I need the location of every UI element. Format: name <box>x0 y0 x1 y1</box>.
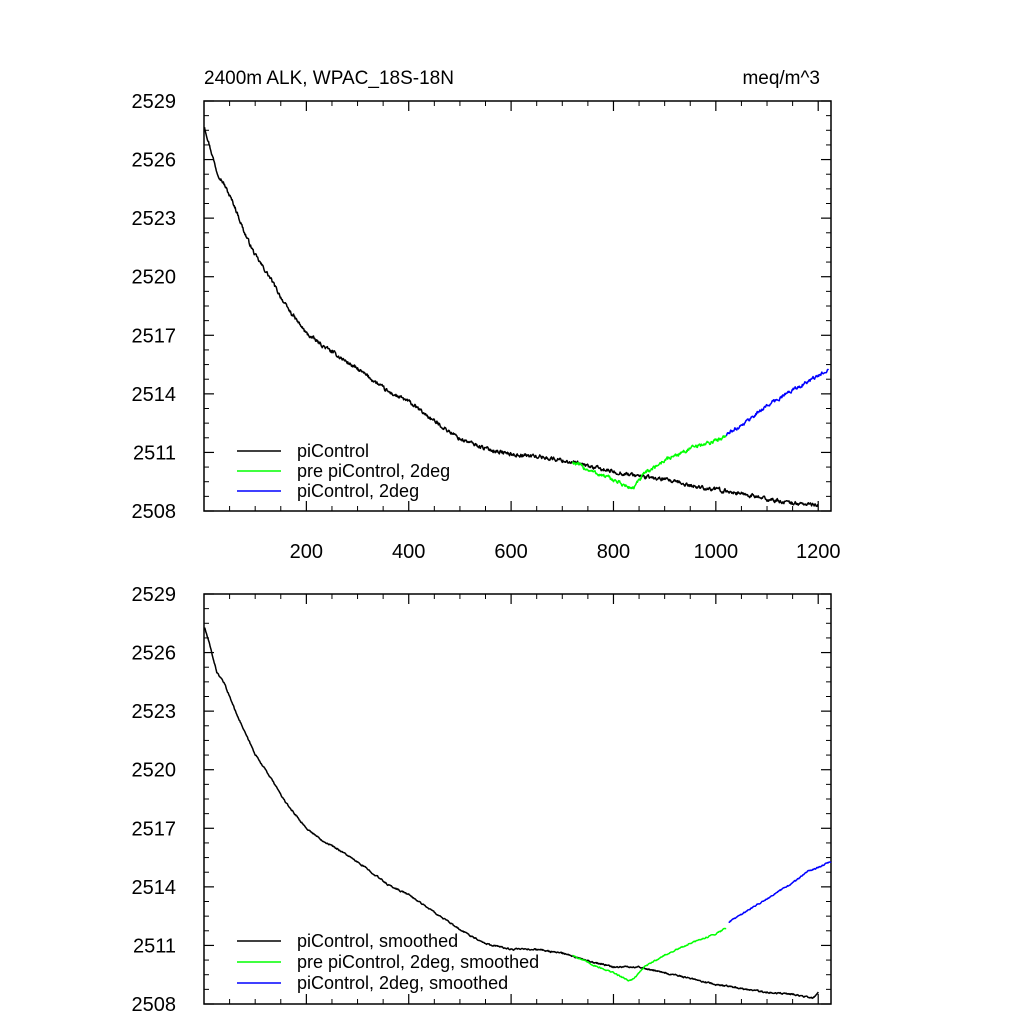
y-tick-label: 2526 <box>132 643 177 665</box>
y-tick-label: 2520 <box>132 267 177 289</box>
units-label: meq/m^3 <box>742 68 820 89</box>
y-tick-label: 2523 <box>132 208 177 230</box>
y-tick-labels: 2508 2511 2514 2517 2520 2523 2526 2529 <box>132 91 177 523</box>
series-line-picontrol-smoothed <box>203 627 819 1000</box>
y-tick-label: 2514 <box>132 877 177 899</box>
legend-label-pre-picontrol-2deg-smoothed: pre piControl, 2deg, smoothed <box>297 952 539 972</box>
series-layer <box>203 126 830 508</box>
panel-top: 2400m ALK, WPAC_18S-18N meq/m^3 2508 2511… <box>132 68 841 563</box>
y-tick-label: 2508 <box>132 994 177 1016</box>
series-line-pre-picontrol-2deg <box>571 435 727 490</box>
x-tick-label: 400 <box>392 541 425 563</box>
legend-label-picontrol-2deg: piControl, 2deg <box>297 481 419 501</box>
legend: piControl pre piControl, 2deg piControl,… <box>237 441 450 501</box>
series-line-picontrol-2deg-smoothed <box>728 861 832 923</box>
legend-label-pre-picontrol-2deg: pre piControl, 2deg <box>297 461 450 481</box>
y-tick-label: 2511 <box>133 935 176 957</box>
series-line-pre-picontrol-2deg-smoothed <box>572 927 727 982</box>
y-tick-labels: 2508 2511 2514 2517 2520 2523 2526 2529 <box>132 584 177 1016</box>
legend-label-picontrol-smoothed: piControl, smoothed <box>297 931 458 951</box>
chart-title: 2400m ALK, WPAC_18S-18N <box>204 68 454 89</box>
series-layer <box>203 627 832 1000</box>
tick-marks <box>204 593 831 1005</box>
y-tick-label: 2517 <box>132 325 177 347</box>
legend: piControl, smoothed pre piControl, 2deg,… <box>237 931 539 993</box>
tick-marks <box>204 100 831 512</box>
y-tick-label: 2526 <box>132 150 177 172</box>
y-tick-label: 2523 <box>132 701 177 723</box>
legend-label-picontrol-2deg-smoothed: piControl, 2deg, smoothed <box>297 973 508 993</box>
y-tick-label: 2520 <box>132 760 177 782</box>
y-tick-label: 2514 <box>132 384 177 406</box>
y-tick-label: 2508 <box>132 501 177 523</box>
x-tick-labels: 200 400 600 800 1000 1200 <box>290 541 841 563</box>
x-tick-label: 1200 <box>796 541 841 563</box>
x-tick-label: 600 <box>494 541 527 563</box>
y-tick-label: 2517 <box>132 818 177 840</box>
y-tick-label: 2529 <box>132 584 177 606</box>
y-tick-label: 2511 <box>133 442 176 464</box>
series-line-picontrol-2deg <box>725 368 830 437</box>
x-tick-label: 200 <box>290 541 323 563</box>
x-tick-label: 1000 <box>694 541 739 563</box>
legend-label-picontrol: piControl <box>297 441 369 461</box>
series-line-picontrol <box>203 126 819 508</box>
y-tick-label: 2529 <box>132 91 177 113</box>
panel-bottom: 2508 2511 2514 2517 2520 2523 2526 2529 piContr… <box>132 584 832 1016</box>
x-tick-label: 800 <box>597 541 630 563</box>
